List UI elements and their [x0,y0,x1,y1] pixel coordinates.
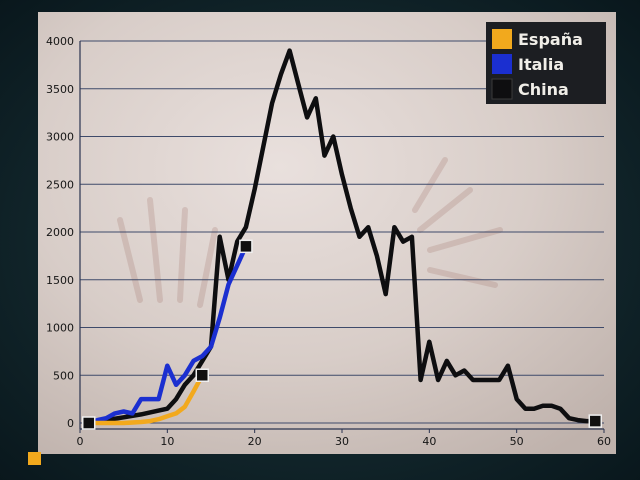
x-tick-label: 20 [248,435,262,448]
decorative-hand-prints [117,157,503,308]
y-tick-label: 2000 [46,226,74,239]
series-marker-china [588,414,603,428]
series-marker-china [81,416,96,430]
x-tick-label: 40 [422,435,436,448]
series-line-china [86,48,598,426]
x-axis-ticks: 0 10 20 30 40 50 60 [77,429,611,448]
series-layer [81,48,603,430]
legend-label: España [518,30,583,49]
legend-swatch-espaa [492,29,512,49]
legend-swatch-italia [492,54,512,74]
y-tick-label: 3000 [46,131,74,144]
y-axis-ticks: 0 500 1000 1500 2000 2500 3000 3500 4000 [46,35,74,430]
series-marker-italia [239,239,253,254]
y-tick-label: 2500 [46,178,74,191]
y-tick-label: 500 [53,369,74,382]
x-tick-label: 50 [510,435,524,448]
y-tick-label: 4000 [46,35,74,48]
x-tick-label: 30 [335,435,349,448]
series-marker-espaa [195,368,210,382]
x-tick-label: 10 [160,435,174,448]
legend-label: Italia [518,55,564,74]
x-tick-label: 60 [597,435,611,448]
y-tick-label: 0 [67,417,74,430]
series-line-espaa [86,373,205,426]
y-tick-label: 1500 [46,274,74,287]
legend-swatch-china [491,78,513,100]
x-tick-label: 0 [77,435,84,448]
corner-marker [28,452,41,465]
y-tick-label: 3500 [46,83,74,96]
legend: España Italia China [486,22,606,104]
y-tick-label: 1000 [46,322,74,335]
legend-label: China [518,80,569,99]
series-line-italia [86,244,249,426]
